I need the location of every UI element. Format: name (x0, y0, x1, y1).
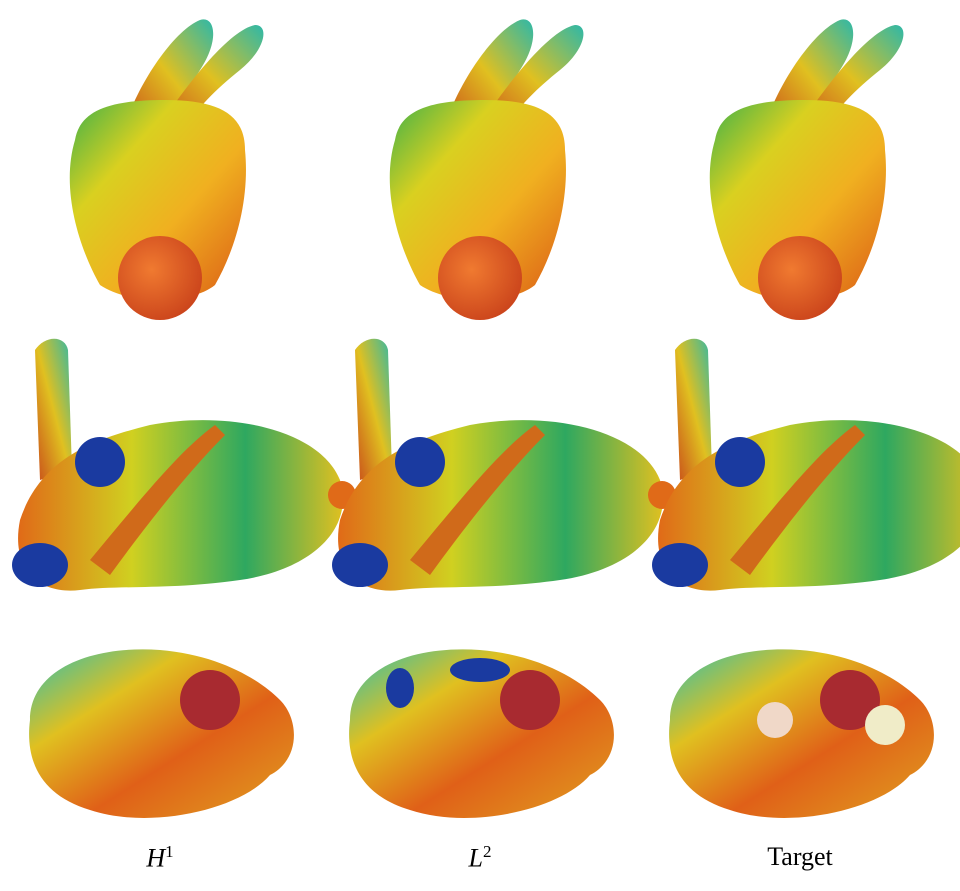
column-label: L2 (380, 842, 580, 874)
bunny-back-target (710, 19, 904, 320)
label-base: L (469, 844, 483, 873)
label-base: H (146, 844, 165, 873)
figure: H1 L2 Target (0, 0, 960, 891)
blue-patch (386, 668, 414, 708)
label-sup: 2 (483, 842, 492, 861)
renderings (0, 0, 960, 830)
bunny-bottom-h1 (29, 649, 294, 818)
hole (865, 705, 905, 745)
column-label: H1 (60, 842, 260, 874)
bunny-back-l2 (390, 19, 584, 320)
bunny-side-target (652, 339, 960, 591)
blue-patch (450, 658, 510, 682)
label-sup: 1 (165, 842, 174, 861)
bunny-side-h1 (12, 339, 356, 591)
label-base: Target (767, 842, 833, 871)
column-label: Target (700, 842, 900, 872)
bunny-back-h1 (70, 19, 264, 320)
hole (757, 702, 793, 738)
bunny-side-l2 (332, 339, 676, 591)
